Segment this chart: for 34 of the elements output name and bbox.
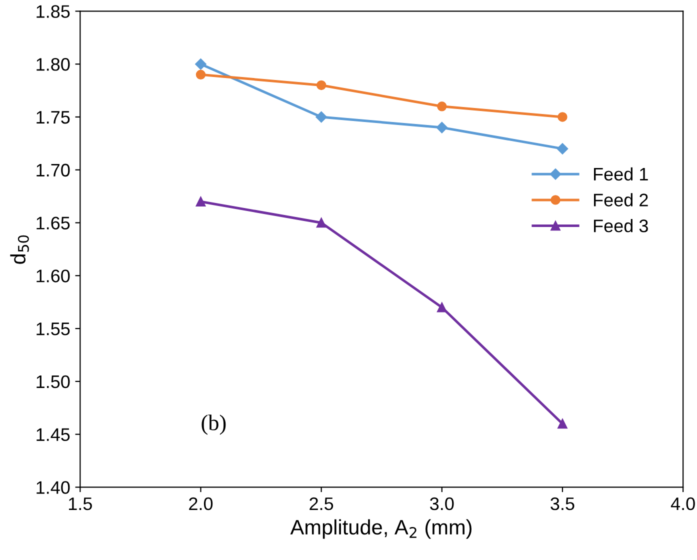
point <box>556 143 568 154</box>
x-tick-label: 4.0 <box>670 497 695 510</box>
point <box>437 302 447 312</box>
legend-label: Feed 1 <box>594 167 648 181</box>
x-tick-label: 2.0 <box>189 497 213 510</box>
x-axis-title: Amplitude, A$_{2}$ (mm) <box>290 519 472 539</box>
point <box>195 58 206 70</box>
y-tick-label: 1.65 <box>36 216 70 230</box>
x-tick-label: 2.5 <box>310 497 334 510</box>
y-tick-label: 1.85 <box>36 5 70 18</box>
y-tick-label: 1.70 <box>36 164 70 177</box>
legend-label: Feed 3 <box>594 219 648 232</box>
y-tick-label: 1.40 <box>36 481 70 494</box>
point <box>316 218 326 228</box>
y-tick-label: 1.80 <box>36 58 70 71</box>
legend-label: Feed 2 <box>594 193 648 206</box>
annotation: (b) <box>202 414 226 435</box>
x-tick-label: 3.5 <box>550 497 574 510</box>
point <box>436 122 448 134</box>
y-tick-label: 1.60 <box>36 270 70 282</box>
x-tick-label: 1.5 <box>68 498 92 510</box>
y-tick-label: 1.55 <box>36 322 70 336</box>
point <box>558 418 568 429</box>
point <box>316 80 326 90</box>
point <box>316 111 327 123</box>
y-tick-label: 1.75 <box>36 111 70 124</box>
point <box>437 102 447 112</box>
point <box>196 196 206 206</box>
point <box>196 70 206 80</box>
x-tick-label: 3.0 <box>430 497 454 510</box>
point <box>558 112 568 122</box>
y-axis-title: d$_{50}$ <box>10 235 29 264</box>
y-tick-label: 1.50 <box>36 375 70 388</box>
y-tick-label: 1.45 <box>36 428 70 442</box>
